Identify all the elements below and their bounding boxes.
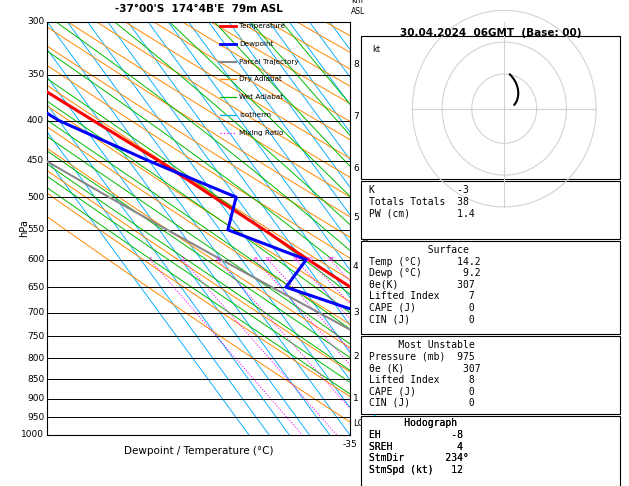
- Text: 750: 750: [27, 332, 44, 341]
- Text: LCL: LCL: [353, 419, 368, 428]
- Text: 650: 650: [27, 283, 44, 292]
- Text: K              -3
Totals Totals  38
PW (cm)        1.4: K -3 Totals Totals 38 PW (cm) 1.4: [369, 185, 475, 218]
- Text: Hodograph
EH            -8
SREH           4
StmDir       234°
StmSpd (kt)   12: Hodograph EH -8 SREH 4 StmDir 234° StmSp…: [369, 418, 469, 475]
- Text: -35: -35: [343, 440, 357, 449]
- Text: Wet Adiabat: Wet Adiabat: [239, 94, 283, 100]
- Text: 8: 8: [353, 60, 359, 69]
- Bar: [361, 181, 620, 239]
- Text: Hodograph
EH            -8
SREH           4
StmDir       234°
StmSpd (kt)   12: Hodograph EH -8 SREH 4 StmDir 234° StmSp…: [369, 418, 469, 475]
- Text: 4: 4: [216, 257, 220, 262]
- Text: 1: 1: [148, 257, 152, 262]
- Text: 2: 2: [353, 352, 359, 361]
- Text: Dewpoint: Dewpoint: [239, 41, 273, 47]
- Text: 450: 450: [27, 156, 44, 166]
- Text: 800: 800: [27, 354, 44, 363]
- Text: Mixing Ratio: Mixing Ratio: [239, 130, 283, 136]
- Text: 4: 4: [353, 262, 359, 271]
- Text: Dry Adiabat: Dry Adiabat: [239, 76, 282, 82]
- Text: 600: 600: [27, 255, 44, 264]
- Text: 28: 28: [326, 257, 334, 262]
- Text: 10: 10: [264, 257, 272, 262]
- Text: -37°00'S  174°4B'E  79m ASL: -37°00'S 174°4B'E 79m ASL: [114, 3, 282, 14]
- Text: Surface
Temp (°C)      14.2
Dewp (°C)       9.2
θe(K)          307
Lifted Index : Surface Temp (°C) 14.2 Dewp (°C) 9.2 θe(…: [369, 245, 481, 325]
- Text: 5: 5: [353, 213, 359, 222]
- Text: hPa: hPa: [19, 220, 30, 237]
- Text: 350: 350: [27, 70, 44, 79]
- Text: Mixing Ratio (g/kg): Mixing Ratio (g/kg): [362, 212, 371, 286]
- Text: 6: 6: [353, 164, 359, 173]
- Text: 1: 1: [353, 394, 359, 402]
- Text: 700: 700: [27, 308, 44, 317]
- Text: 1000: 1000: [21, 431, 44, 439]
- Text: 400: 400: [27, 116, 44, 125]
- Text: 550: 550: [27, 226, 44, 234]
- Text: 30.04.2024  06GMT  (Base: 00): 30.04.2024 06GMT (Base: 00): [400, 28, 581, 38]
- Text: 2: 2: [181, 257, 185, 262]
- Text: km
ASL: km ASL: [352, 0, 365, 16]
- Text: Isotherm: Isotherm: [239, 112, 270, 118]
- Text: 16: 16: [292, 257, 299, 262]
- Text: 3: 3: [353, 308, 359, 317]
- Bar: [361, 417, 620, 486]
- Bar: [361, 36, 620, 179]
- Text: 300: 300: [27, 17, 44, 26]
- Bar: [361, 336, 620, 414]
- Text: 8: 8: [253, 257, 257, 262]
- Text: 20: 20: [306, 257, 313, 262]
- Text: Parcel Trajectory: Parcel Trajectory: [239, 58, 298, 65]
- Text: Temperature: Temperature: [239, 23, 285, 29]
- Text: kt: kt: [372, 45, 380, 53]
- Text: 900: 900: [27, 394, 44, 403]
- Text: 950: 950: [27, 413, 44, 422]
- Text: 850: 850: [27, 375, 44, 384]
- X-axis label: Dewpoint / Temperature (°C): Dewpoint / Temperature (°C): [124, 446, 273, 456]
- Bar: [361, 241, 620, 334]
- Text: 7: 7: [353, 112, 359, 121]
- Text: 500: 500: [27, 192, 44, 202]
- Text: Most Unstable
Pressure (mb)  975
θe (K)          307
Lifted Index     8
CAPE (J): Most Unstable Pressure (mb) 975 θe (K) 3…: [369, 340, 481, 408]
